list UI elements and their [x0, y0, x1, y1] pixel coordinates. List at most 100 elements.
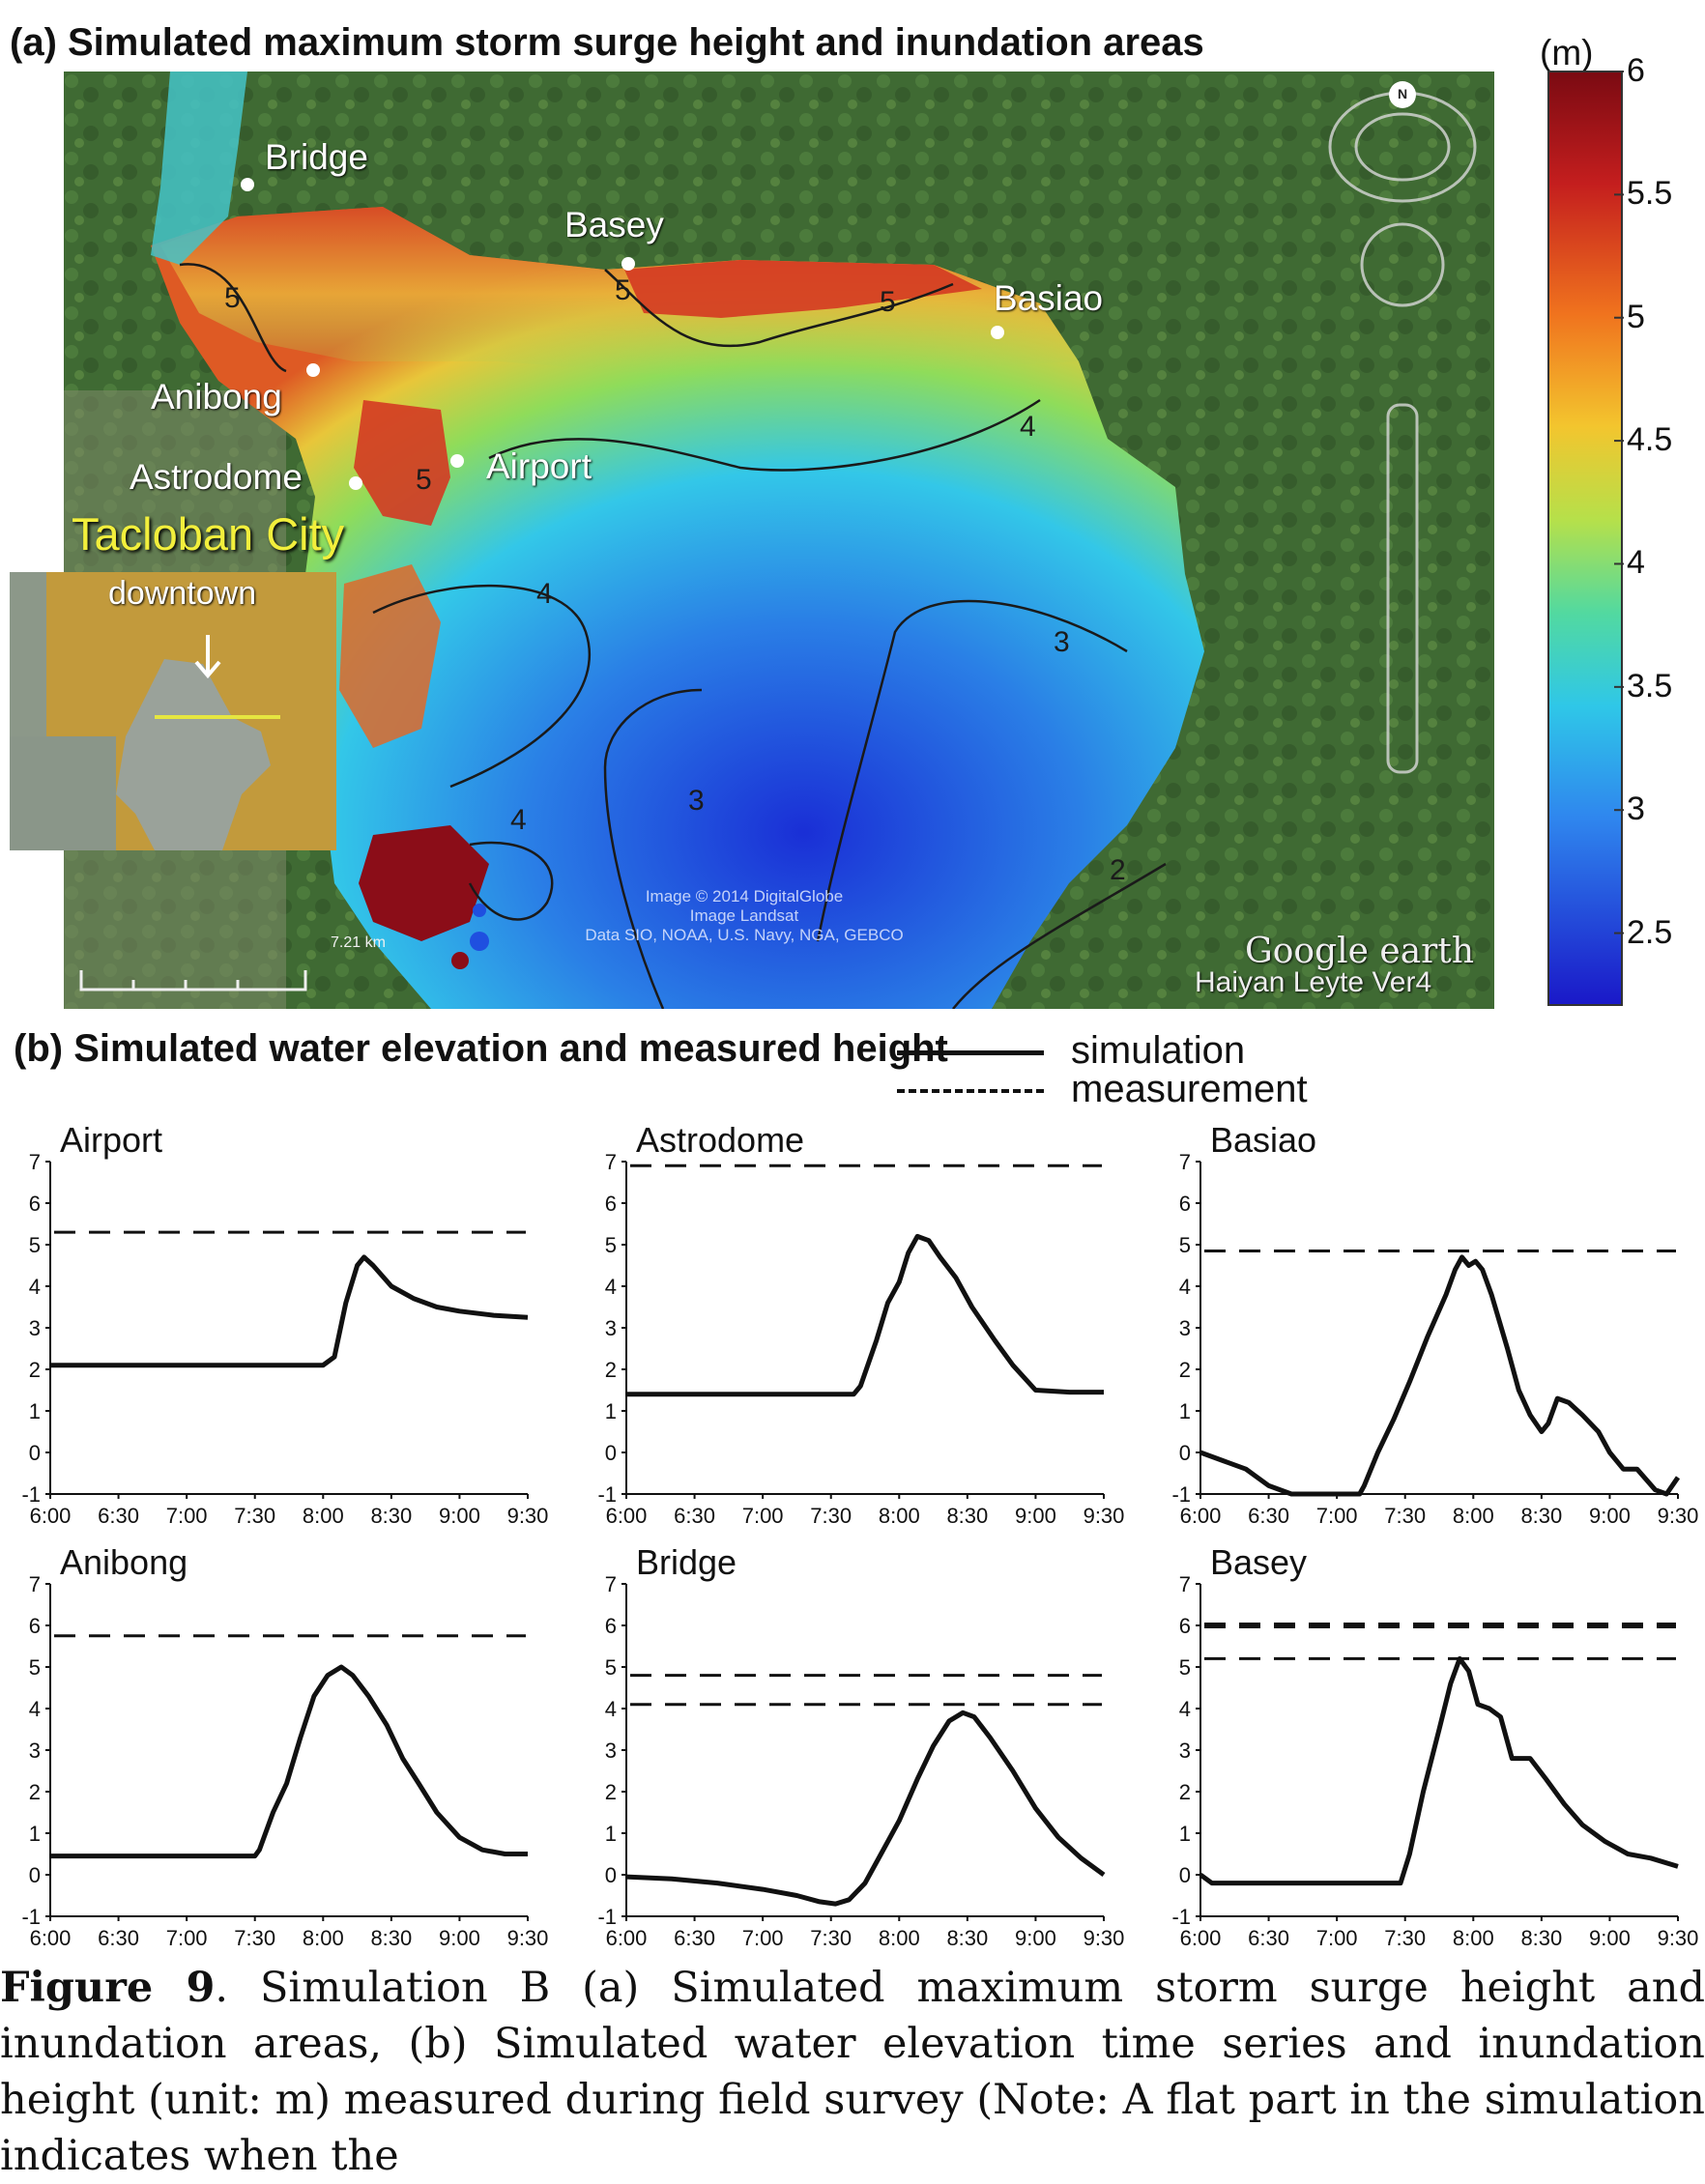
x-tick-label: 6:30: [674, 1504, 715, 1528]
downtown-inset: [10, 572, 336, 850]
y-tick-label: -1: [21, 1905, 41, 1929]
y-tick-label: 0: [605, 1863, 617, 1887]
x-tick-label: 7:00: [166, 1926, 208, 1950]
x-tick-label: 7:30: [234, 1926, 275, 1950]
y-tick-label: 5: [1179, 1233, 1191, 1257]
map-tag: Haiyan Leyte Ver4: [1195, 966, 1432, 998]
figure-caption: Figure 9. Simulation B (a) Simulated max…: [0, 1960, 1705, 2184]
y-tick-label: 4: [1179, 1275, 1191, 1299]
map-canvas: [64, 72, 1494, 1009]
y-tick-label: 7: [605, 1572, 617, 1596]
simulation-line: [50, 1664, 528, 1859]
place-basiao: Basiao: [994, 278, 1104, 318]
x-tick-label: 8:00: [303, 1926, 344, 1950]
colorbar-tick-label: 6: [1627, 52, 1645, 89]
simulation-line: [625, 1710, 1106, 1907]
y-tick-label: 2: [1179, 1358, 1191, 1382]
y-tick-label: 1: [1179, 1399, 1191, 1423]
y-tick-label: 4: [1179, 1697, 1191, 1721]
contour-label: 5: [224, 282, 241, 314]
y-tick-label: 3: [1179, 1316, 1191, 1340]
google-earth-logo: Google earth: [1245, 932, 1475, 971]
chart-title: Astrodome: [636, 1121, 804, 1160]
x-tick-label: 6:30: [98, 1926, 139, 1950]
panel-b-title: (b) Simulated water elevation and measur…: [14, 1027, 948, 1070]
y-tick-label: 1: [29, 1822, 41, 1846]
city-label: Tacloban City: [72, 508, 345, 560]
colorbar: [1547, 71, 1624, 1006]
x-tick-label: 8:00: [1453, 1926, 1494, 1950]
legend-dashed-line: [897, 1089, 1044, 1094]
x-tick-label: 8:00: [1453, 1504, 1494, 1528]
place-basey: Basey: [564, 205, 664, 244]
caption-text: . Simulation B (a) Simulated maximum sto…: [0, 1964, 1705, 2180]
x-tick-label: 6:30: [98, 1504, 139, 1528]
y-tick-label: 4: [605, 1697, 617, 1721]
x-tick-label: 8:30: [370, 1926, 412, 1950]
x-tick-label: 8:00: [879, 1926, 920, 1950]
x-tick-label: 8:30: [1520, 1504, 1562, 1528]
caption-label: Figure 9: [0, 1964, 216, 2012]
x-tick-label: 9:30: [1084, 1926, 1125, 1950]
y-tick-label: 5: [1179, 1655, 1191, 1680]
place-anibong: Anibong: [151, 377, 282, 417]
x-tick-label: 6:00: [1180, 1926, 1222, 1950]
y-tick-label: 1: [605, 1822, 617, 1846]
chart-anibong: Anibong 7 6 5 4 3 2 1 0 -16:00 6:30 7:00 7:30 8:00 8:3…: [21, 1543, 549, 1950]
y-tick-label: -1: [597, 1482, 617, 1507]
y-tick-label: 5: [29, 1233, 41, 1257]
x-tick-label: 9:30: [507, 1926, 549, 1950]
colorbar-unit: (m): [1540, 33, 1594, 72]
x-tick-label: 7:00: [742, 1926, 784, 1950]
y-tick-label: 0: [605, 1441, 617, 1465]
y-tick-label: 7: [605, 1150, 617, 1174]
x-tick-label: 7:00: [1316, 1926, 1358, 1950]
colorbar-tick-label: 5.5: [1627, 175, 1673, 213]
x-tick-label: 9:00: [439, 1926, 480, 1950]
y-tick-label: 5: [605, 1233, 617, 1257]
x-tick-label: 8:00: [303, 1504, 344, 1528]
y-tick-label: 6: [29, 1614, 41, 1638]
inundation-map: [64, 72, 1494, 1009]
y-tick-label: 4: [29, 1275, 41, 1299]
y-tick-label: 5: [29, 1655, 41, 1680]
y-tick-label: -1: [1171, 1482, 1191, 1507]
y-tick-label: 3: [29, 1739, 41, 1763]
x-tick-label: 9:00: [439, 1504, 480, 1528]
y-tick-label: 7: [1179, 1150, 1191, 1174]
simulation-line: [626, 1233, 1104, 1397]
contour-label: 5: [615, 274, 631, 306]
legend-measurement-label: measurement: [1071, 1068, 1308, 1110]
x-tick-label: 9:00: [1589, 1504, 1631, 1528]
y-tick-label: 3: [1179, 1739, 1191, 1763]
y-tick-label: 5: [605, 1655, 617, 1680]
chart-title: Bridge: [636, 1543, 737, 1582]
y-tick-label: 7: [1179, 1572, 1191, 1596]
y-tick-label: 6: [605, 1192, 617, 1216]
y-tick-label: 1: [1179, 1822, 1191, 1846]
y-tick-label: -1: [597, 1905, 617, 1929]
simulation-line: [1199, 1655, 1679, 1886]
x-tick-label: 9:30: [1658, 1504, 1699, 1528]
colorbar-tick-label: 4: [1627, 544, 1645, 582]
compass-north-label: N: [1398, 86, 1408, 101]
x-tick-label: 6:30: [1248, 1926, 1289, 1950]
x-tick-label: 6:00: [606, 1926, 648, 1950]
y-tick-label: 2: [605, 1358, 617, 1382]
chart-title: Anibong: [60, 1543, 188, 1582]
y-tick-label: -1: [1171, 1905, 1191, 1929]
credit-line: Image Landsat: [689, 906, 799, 925]
x-tick-label: 9:30: [1084, 1504, 1125, 1528]
y-tick-label: 7: [29, 1150, 41, 1174]
x-tick-label: 7:30: [810, 1504, 852, 1528]
credit-line: Data SIO, NOAA, U.S. Navy, NGA, GEBCO: [585, 926, 904, 944]
panel-a-title: (a) Simulated maximum storm surge height…: [10, 21, 1204, 64]
x-tick-label: 8:00: [879, 1504, 920, 1528]
x-tick-label: 9:00: [1015, 1504, 1056, 1528]
chart-basey: Basey 7 6 5 4 3 2 1 0 -16:00 6:30 7:00 7:30 8:00 8:30 9…: [1171, 1543, 1698, 1950]
x-tick-label: 6:30: [674, 1926, 715, 1950]
chart-title: Basiao: [1210, 1121, 1316, 1160]
x-tick-label: 7:30: [234, 1504, 275, 1528]
x-tick-label: 6:00: [1180, 1504, 1222, 1528]
y-tick-label: 6: [29, 1192, 41, 1216]
